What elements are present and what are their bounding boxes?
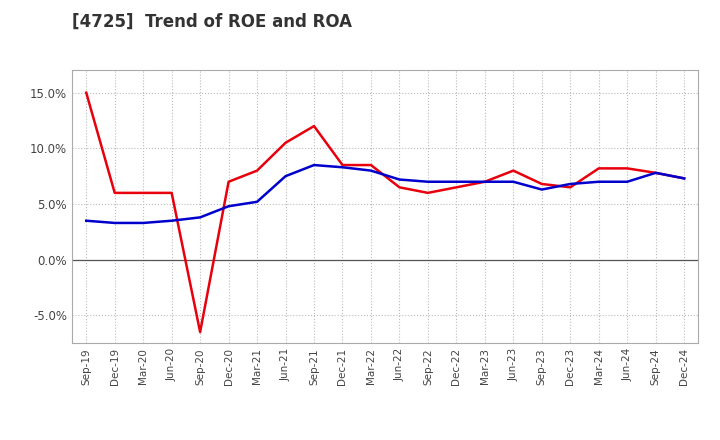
ROE [452,185,461,190]
ROA [566,181,575,187]
ROA [139,220,148,226]
ROA [395,177,404,182]
ROE [338,162,347,168]
ROA [480,179,489,184]
ROA [110,220,119,226]
ROA [680,176,688,181]
ROA [652,170,660,176]
ROE [652,170,660,176]
ROA [595,179,603,184]
ROE [196,330,204,335]
ROE [366,162,375,168]
ROE [82,90,91,95]
ROA [338,165,347,170]
ROA [196,215,204,220]
ROE [623,166,631,171]
ROE [566,185,575,190]
ROA [423,179,432,184]
ROE [110,190,119,195]
ROE [480,179,489,184]
ROE [282,140,290,145]
Text: [4725]  Trend of ROE and ROA: [4725] Trend of ROE and ROA [72,13,352,31]
ROE [253,168,261,173]
ROA [366,168,375,173]
ROA [282,173,290,179]
ROE [595,166,603,171]
ROA [253,199,261,205]
Line: ROE: ROE [86,93,684,332]
ROE [537,181,546,187]
ROE [395,185,404,190]
ROA [537,187,546,192]
Line: ROA: ROA [86,165,684,223]
ROA [452,179,461,184]
ROE [167,190,176,195]
ROA [310,162,318,168]
ROE [509,168,518,173]
ROE [139,190,148,195]
ROA [509,179,518,184]
ROA [167,218,176,224]
ROE [680,176,688,181]
ROA [623,179,631,184]
ROE [225,179,233,184]
ROA [82,218,91,224]
ROE [423,190,432,195]
ROA [225,204,233,209]
ROE [310,124,318,129]
